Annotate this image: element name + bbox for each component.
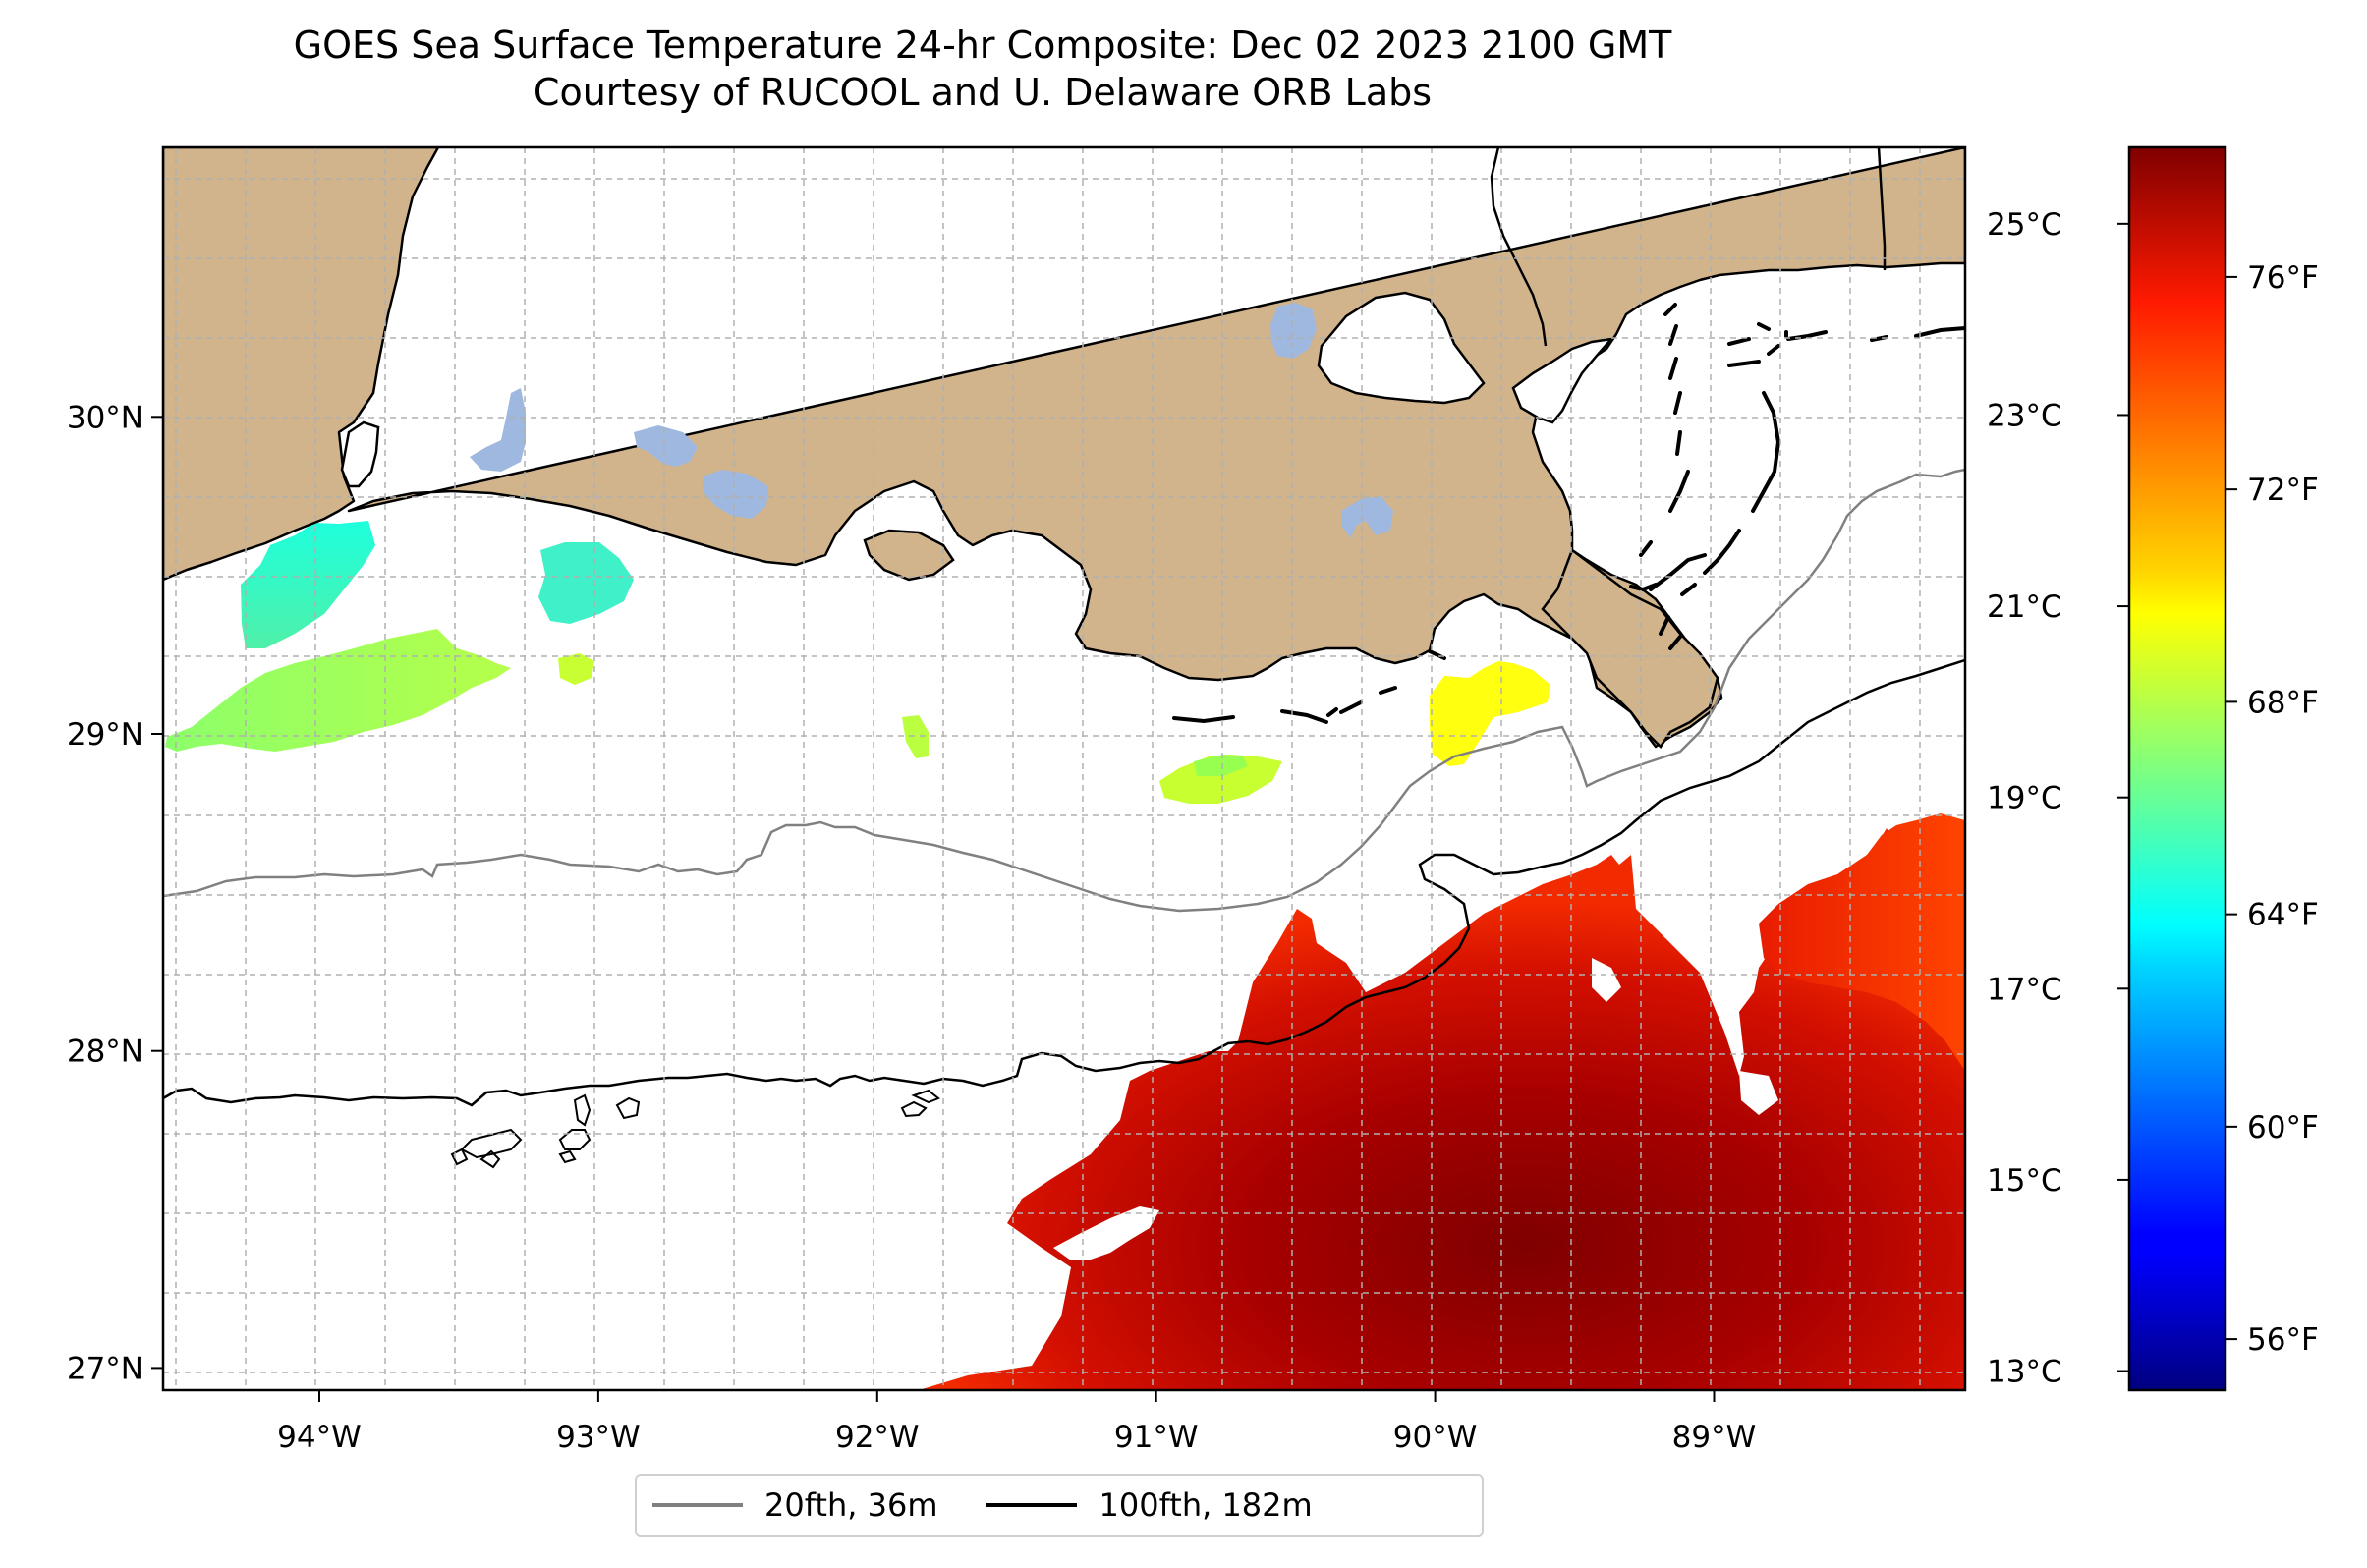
contour-legend: 20fth, 36m 100fth, 182m: [635, 1474, 1484, 1537]
lat-tick-label: 30°N: [67, 400, 143, 435]
latitude-axis: 27°N 28°N 29°N 30°N: [67, 400, 143, 1386]
inland-lakes: [470, 303, 1393, 538]
celsius-tick-label: 17°C: [1987, 972, 2062, 1007]
fahrenheit-tick-label: 68°F: [2247, 685, 2319, 720]
fahrenheit-tick-label: 56°F: [2247, 1322, 2319, 1358]
colorbar-gradient: [2127, 145, 2227, 1392]
fahrenheit-tick-label: 76°F: [2247, 260, 2319, 296]
map-content: [163, 147, 1965, 1390]
celsius-tick-label: 21°C: [1987, 589, 2062, 625]
legend-label-20fth: 20fth, 36m: [764, 1486, 938, 1524]
map-subtitle: Courtesy of RUCOOL and U. Delaware ORB L…: [533, 71, 1433, 114]
lon-tick-label: 90°W: [1393, 1420, 1478, 1455]
lon-tick-label: 92°W: [835, 1420, 920, 1455]
legend-entry-20fth: 20fth, 36m: [652, 1486, 937, 1524]
calcasieu-lake: [340, 420, 380, 488]
longitude-axis: 94°W 93°W 92°W 91°W 90°W 89°W: [277, 1420, 1756, 1455]
barrier-islands: [1172, 303, 1965, 724]
lat-tick-label: 28°N: [67, 1035, 143, 1070]
legend-swatch-20fth: [652, 1503, 743, 1507]
contour-100fth: [163, 658, 1965, 1107]
fahrenheit-tick-label: 72°F: [2247, 473, 2319, 508]
celsius-tick-label: 23°C: [1987, 398, 2062, 433]
delta-marsh: [1541, 547, 1719, 749]
legend-entry-100fth: 100fth, 182m: [986, 1486, 1313, 1524]
sst-cool-patches: [165, 521, 1550, 804]
colorbar-celsius-axis: 13°C 15°C 17°C 19°C 21°C 23°C 25°C: [1987, 207, 2129, 1390]
map-axis-ticks: [151, 416, 1716, 1402]
lon-tick-label: 94°W: [277, 1420, 362, 1455]
lon-tick-label: 93°W: [556, 1420, 641, 1455]
fahrenheit-tick-label: 64°F: [2247, 898, 2319, 933]
celsius-tick-label: 19°C: [1987, 781, 2062, 816]
fahrenheit-tick-label: 60°F: [2247, 1110, 2319, 1146]
colorbar-fahrenheit-axis: 56°F 60°F 64°F 68°F 72°F 76°F: [2226, 260, 2319, 1358]
lon-tick-label: 89°W: [1672, 1420, 1757, 1455]
lake-borgne: [1511, 337, 1615, 424]
lake-pontchartrain: [1317, 291, 1486, 405]
map-title-block: GOES Sea Surface Temperature 24-hr Compo…: [0, 22, 1965, 116]
celsius-tick-label: 13°C: [1987, 1355, 2062, 1390]
shelf-edge-banks: [450, 1089, 940, 1169]
gridlines: [163, 147, 1965, 1390]
celsius-tick-label: 25°C: [1987, 207, 2062, 243]
lat-tick-label: 27°N: [67, 1351, 143, 1386]
celsius-tick-label: 15°C: [1987, 1163, 2062, 1199]
lon-tick-label: 91°W: [1114, 1420, 1199, 1455]
land-mass: [163, 147, 1965, 749]
map-frame: [161, 145, 1967, 1392]
contour-20fth: [163, 468, 1965, 913]
legend-label-100fth: 100fth, 182m: [1099, 1486, 1313, 1524]
map-title: GOES Sea Surface Temperature 24-hr Compo…: [293, 24, 1672, 67]
lat-tick-label: 29°N: [67, 717, 143, 753]
legend-swatch-100fth: [986, 1503, 1078, 1507]
marsh-island: [863, 529, 955, 582]
sst-warm-field: [919, 813, 1965, 1390]
